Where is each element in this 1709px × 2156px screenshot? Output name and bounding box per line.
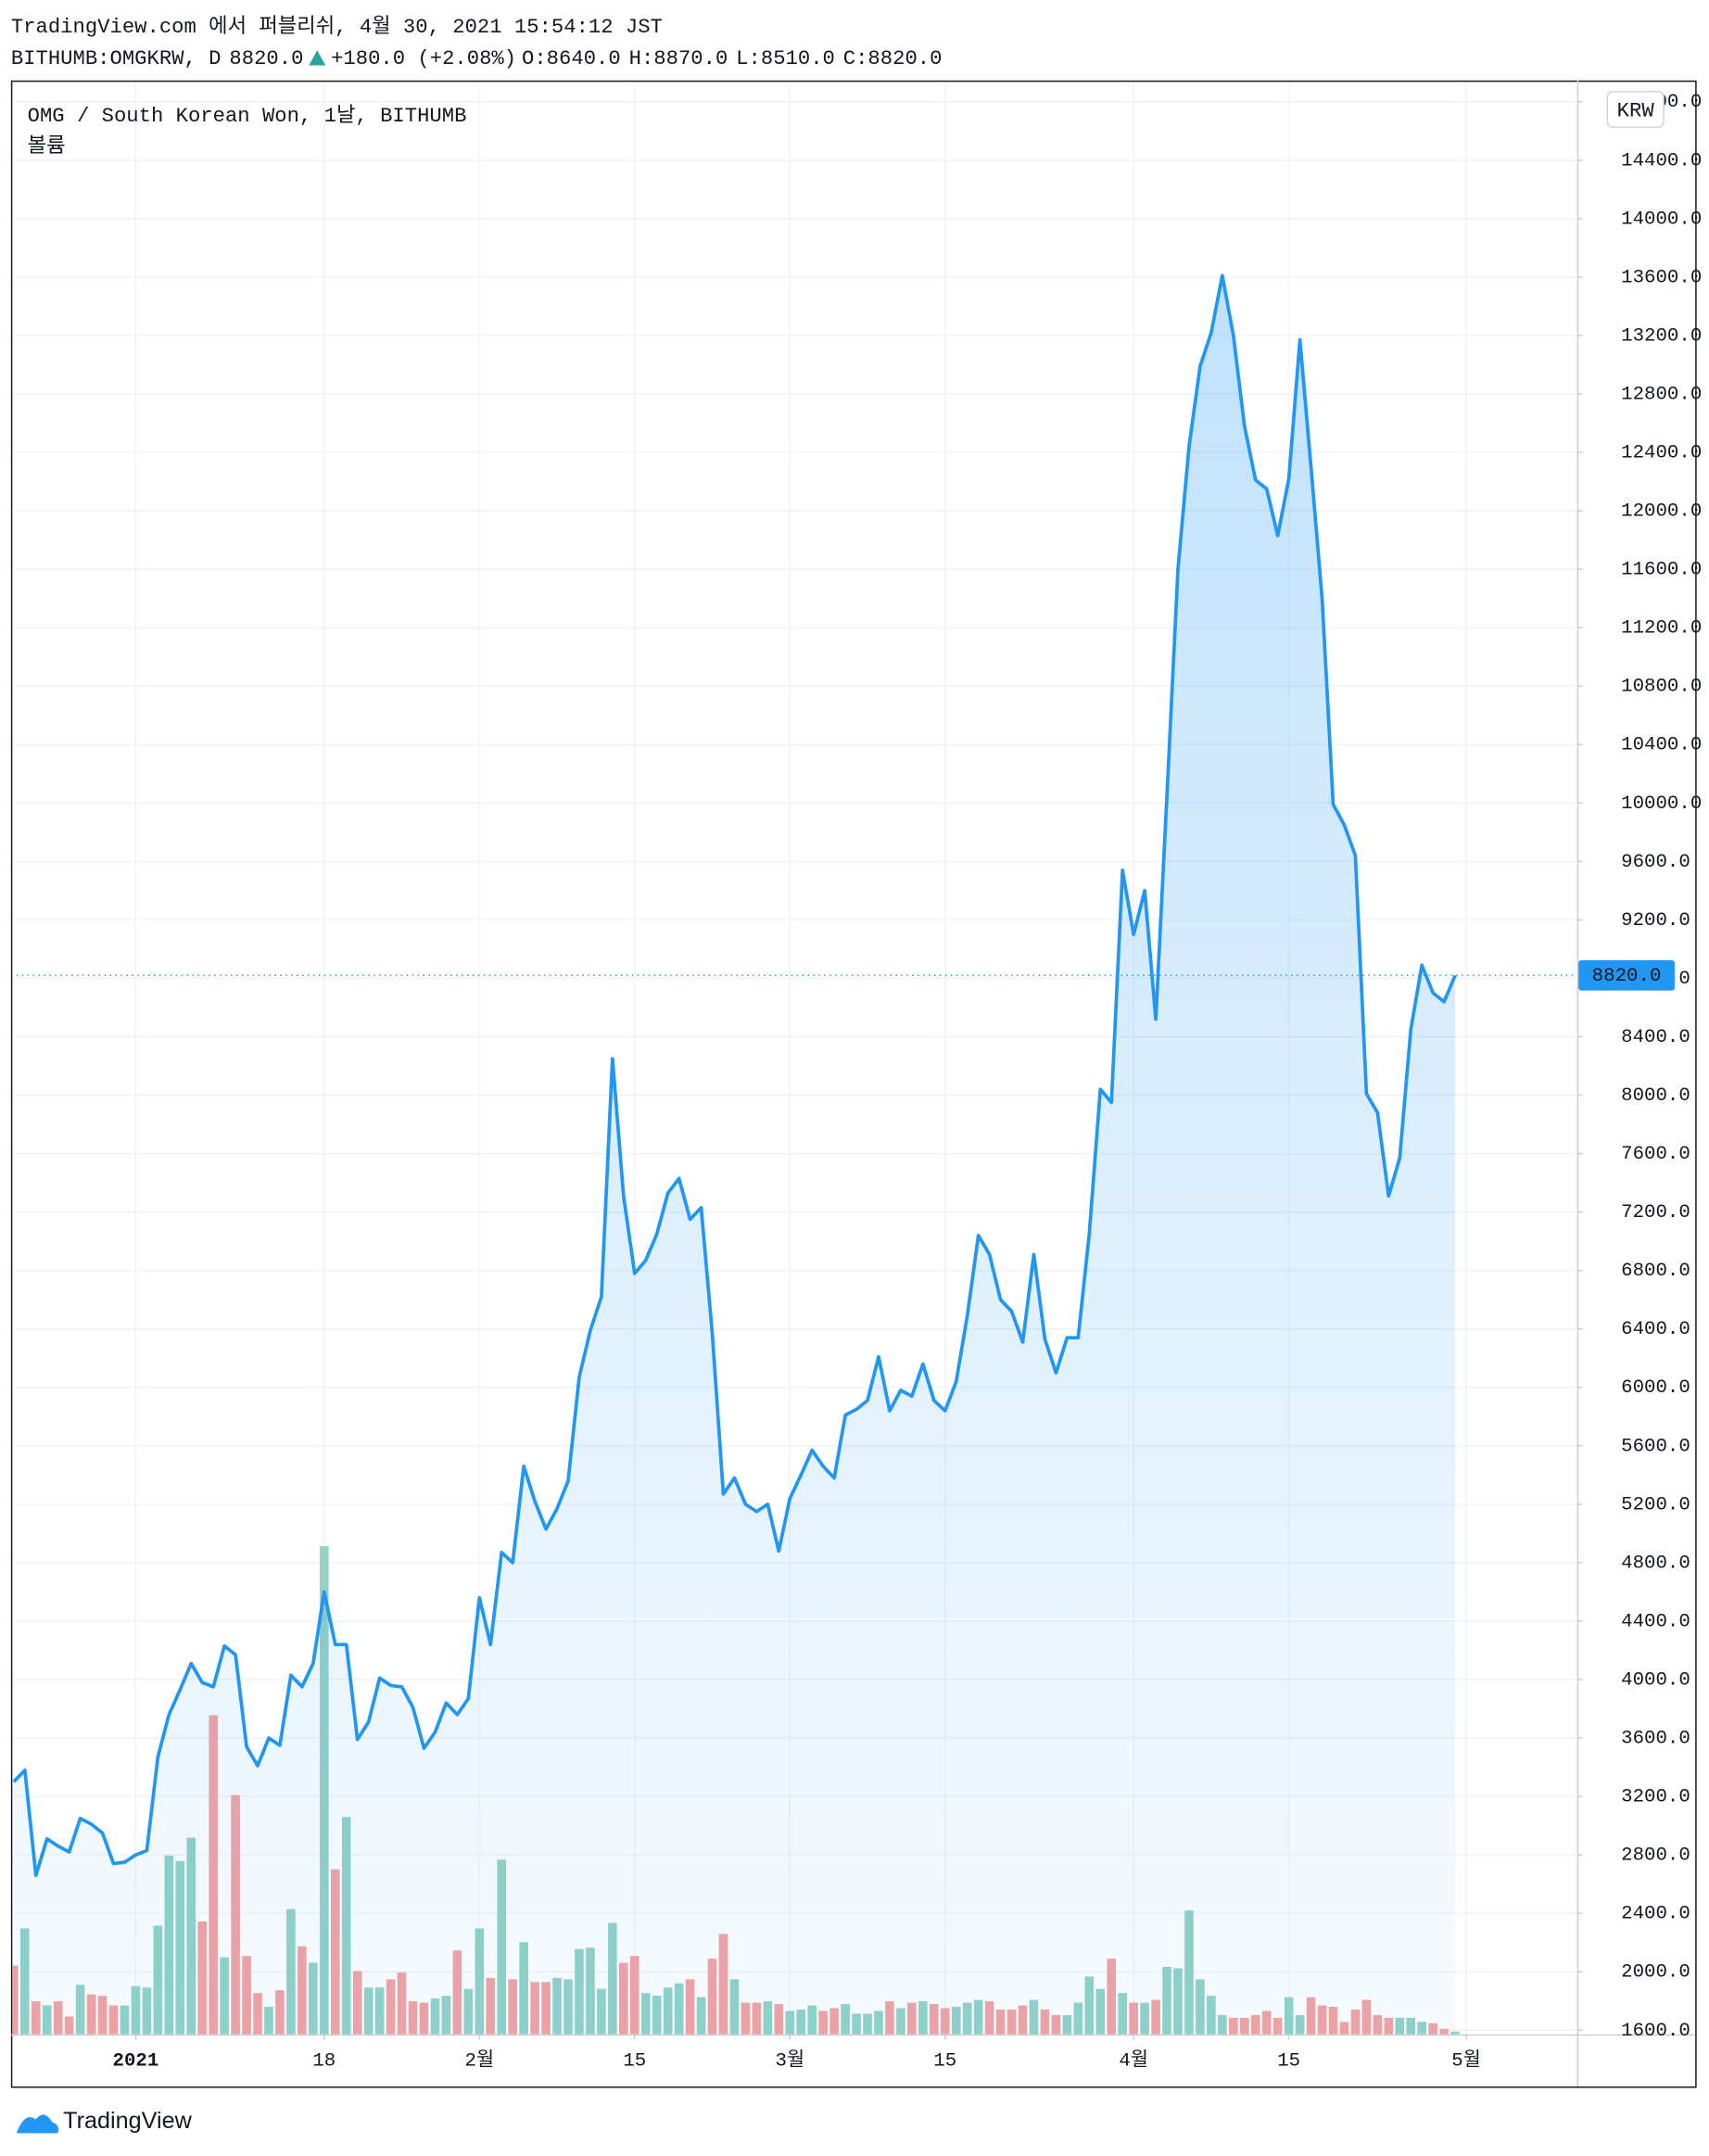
y-tick-label: 6400.0	[1621, 1319, 1690, 1340]
currency-badge[interactable]	[1606, 90, 1665, 128]
y-tick-label: 7200.0	[1621, 1202, 1690, 1224]
x-tick-label: 4월	[1119, 2048, 1148, 2072]
chart-frame	[10, 80, 1697, 2088]
y-tick-label: 6800.0	[1621, 1261, 1690, 1282]
y-tick-label: 12000.0	[1621, 501, 1702, 523]
logo: TradingView	[16, 2108, 193, 2134]
y-tick-label: 9200.0	[1621, 910, 1690, 932]
logo-text: TradingView	[63, 2108, 192, 2134]
price: 8820.0	[229, 46, 303, 70]
currency[interactable]: KRW	[1617, 98, 1655, 122]
symbol: BITHUMB:OMGKRW, D	[11, 46, 222, 70]
y-tick-label: 5600.0	[1621, 1436, 1690, 1457]
ohlc-value: 8870.0	[653, 46, 728, 70]
axes: 1600.0 2000.0 2400.0 2800.0 3200.0 3600.0 4000…	[113, 92, 1703, 2072]
ohlc-key: C:	[843, 46, 868, 70]
y-tick-label: 12800.0	[1621, 384, 1702, 405]
y-tick-label: 1600.0	[1621, 2021, 1690, 2042]
price-line	[12, 273, 1457, 1878]
x-tick-label: 15	[1277, 2050, 1300, 2072]
y-tick-label: 12400.0	[1621, 443, 1702, 464]
y-tick-label: 13200.0	[1621, 325, 1702, 347]
y-tick-label: 2000.0	[1621, 1962, 1690, 1984]
x-tick-label: 2월	[465, 2048, 495, 2072]
y-tick-label: 14400.0	[1621, 150, 1702, 171]
y-tick-label: 8400.0	[1621, 1027, 1690, 1048]
legend-title: OMG / South Korean Won, 1날, BITHUMB	[28, 103, 467, 128]
last-price-label: 8820.0	[1592, 966, 1662, 987]
ohlc-value: 8820.0	[867, 46, 942, 70]
x-tick-label: 18	[312, 2050, 335, 2072]
last-price-box	[1578, 959, 1675, 991]
ohlc-value: 8640.0	[547, 46, 621, 70]
symbol-info: BITHUMB:OMGKRW, D 8820.0 +180.0 (+2.08%) O…	[11, 46, 943, 70]
ohlc-value: 8510.0	[761, 46, 835, 70]
y-tick-label: 9600.0	[1621, 852, 1690, 873]
y-tick-label: 2400.0	[1621, 1904, 1690, 1925]
plot	[12, 273, 1577, 2035]
y-tick-label: 14000.0	[1621, 209, 1702, 230]
y-tick-label: 10400.0	[1621, 735, 1702, 756]
up-arrow	[309, 50, 326, 66]
y-tick-label: 13600.0	[1621, 267, 1702, 288]
y-tick-label: 6000.0	[1621, 1377, 1690, 1399]
published-line: TradingView.com 에서 퍼블리쉬, 4월 30, 2021 15:…	[11, 14, 663, 39]
ohlc-key: H:	[629, 46, 654, 70]
y-tick-label: 10800.0	[1621, 677, 1702, 698]
x-tick-label: 15	[623, 2050, 646, 2072]
x-tick-label: 3월	[776, 2048, 805, 2072]
y-tick-label: 11200.0	[1621, 618, 1702, 640]
y-tick-label: 3200.0	[1621, 1787, 1690, 1808]
y-tick-label: 8000.0	[1621, 1085, 1690, 1107]
y-tick-label: 11600.0	[1621, 560, 1702, 581]
y-tick-label: 5200.0	[1621, 1494, 1690, 1516]
frame-border	[10, 80, 1697, 2088]
y-tick-label: 4400.0	[1621, 1611, 1690, 1632]
y-tick-label: 4000.0	[1621, 1669, 1690, 1691]
logo-icon	[16, 2114, 58, 2134]
ohlc-key: O:	[522, 46, 547, 70]
x-tick-label: 2021	[113, 2050, 159, 2072]
y-tick-label: 10000.0	[1621, 793, 1702, 815]
x-tick-label: 5월	[1451, 2048, 1481, 2072]
area-fill	[13, 275, 1456, 2035]
y-tick-label: 7600.0	[1621, 1144, 1690, 1165]
x-tick-label: 15	[933, 2050, 956, 2072]
y-tick-label: 3600.0	[1621, 1729, 1690, 1750]
change: +180.0 (+2.08%)	[331, 46, 516, 70]
ohlc-key: L:	[736, 46, 761, 70]
volume-legend: 볼륨	[28, 134, 66, 159]
y-tick-label: 4800.0	[1621, 1553, 1690, 1574]
y-tick-label: 2800.0	[1621, 1845, 1690, 1867]
